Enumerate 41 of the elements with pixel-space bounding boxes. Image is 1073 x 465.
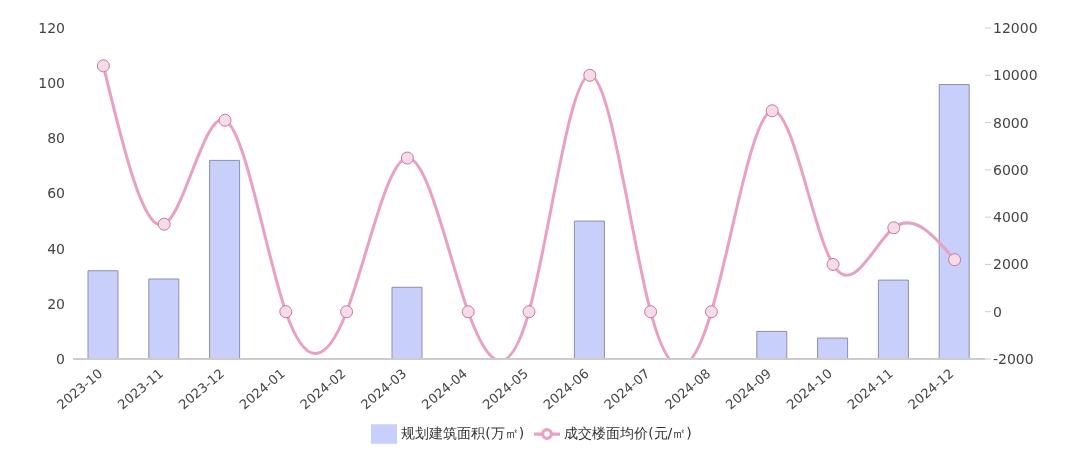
y-tick-label: 60 xyxy=(47,185,65,202)
y2-tick-label: 0 xyxy=(993,303,1002,320)
point xyxy=(218,113,232,127)
bar xyxy=(148,278,180,359)
point xyxy=(765,104,779,118)
y-tick-label: 120 xyxy=(38,19,65,36)
bar xyxy=(573,220,605,359)
point xyxy=(461,305,475,319)
y2-tick-label: 10000 xyxy=(993,67,1038,84)
point xyxy=(583,68,597,82)
y2-tick-label: 4000 xyxy=(993,209,1029,226)
point xyxy=(644,305,658,319)
bar xyxy=(938,84,970,359)
point xyxy=(157,217,171,231)
point xyxy=(279,305,293,319)
y2-tick-label: 6000 xyxy=(993,161,1029,178)
y-tick-label: 80 xyxy=(47,130,65,147)
point xyxy=(704,305,718,319)
bar xyxy=(209,159,241,359)
bar xyxy=(391,286,423,359)
y2-tick-label: 12000 xyxy=(993,19,1038,36)
legend-label: 规划建筑面积(万㎡) xyxy=(401,425,525,441)
y-tick-label: 0 xyxy=(56,350,65,367)
point xyxy=(340,305,354,319)
point xyxy=(826,257,840,271)
y2-tick-label: 2000 xyxy=(993,256,1029,273)
point xyxy=(948,253,962,267)
bar xyxy=(756,330,788,359)
y-tick-label: 100 xyxy=(38,75,65,92)
point xyxy=(400,151,414,165)
bar xyxy=(817,337,849,359)
y2-tick-label: 8000 xyxy=(993,114,1029,131)
point xyxy=(522,305,536,319)
y-tick-label: 20 xyxy=(47,295,65,312)
y-tick-label: 40 xyxy=(47,240,65,257)
bar xyxy=(87,270,119,359)
point xyxy=(887,221,901,235)
point xyxy=(96,59,110,73)
legend-label: 成交楼面均价(元/㎡) xyxy=(564,425,692,441)
y2-tick-label: -2000 xyxy=(993,350,1034,367)
bar xyxy=(877,279,909,359)
